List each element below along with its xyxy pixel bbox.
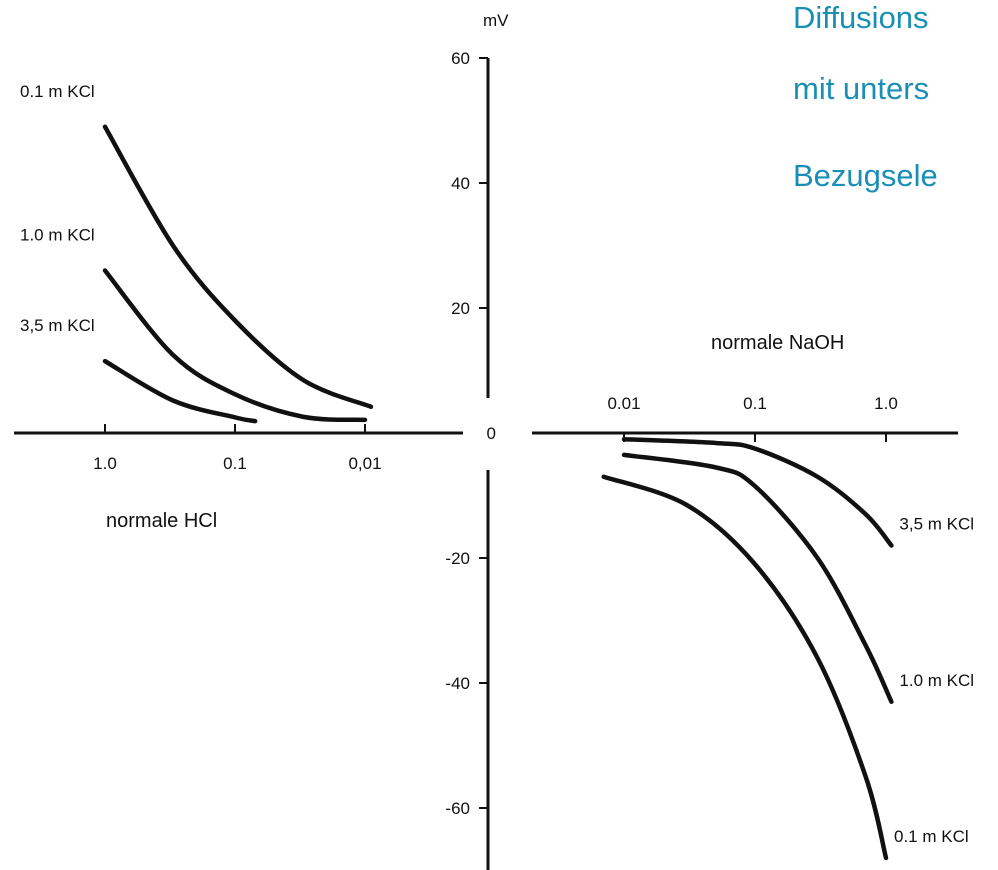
hcl-series-label: 1.0 m KCl	[20, 226, 95, 245]
naoh-series-3-5-m-kcl	[621, 437, 894, 548]
axes-group	[14, 57, 958, 870]
hcl-series-0-1-m-kcl	[102, 124, 374, 409]
naoh-x-axis-label: normale NaOH	[711, 332, 844, 354]
naoh-series-label: 3,5 m KCl	[899, 515, 974, 534]
naoh-series-label: 1.0 m KCl	[899, 671, 974, 690]
y-tick-label: -20	[445, 549, 470, 568]
hcl-x-axis-label: normale HCl	[106, 510, 217, 532]
naoh-series-0-1-m-kcl	[601, 474, 889, 861]
naoh-x-tick-label: 1.0	[874, 394, 898, 413]
title-line-1: Diffusions	[793, 0, 929, 35]
hcl-series-1-0-m-kcl	[102, 268, 368, 423]
y-tick-label: -60	[445, 799, 470, 818]
hcl-x-tick-label: 1.0	[93, 454, 117, 473]
labels-group: mV 60 40 20 0 -20 -40 -60 1.0 0.1 0,01 normale HCl 0…	[20, 11, 974, 846]
hcl-x-tick-label: 0.1	[223, 454, 247, 473]
y-tick-label: 40	[451, 174, 470, 193]
naoh-x-tick-label: 0.01	[607, 394, 640, 413]
y-tick-label: 0	[487, 424, 496, 443]
hcl-x-tick-label: 0,01	[348, 454, 381, 473]
hcl-series-label: 0.1 m KCl	[20, 82, 95, 101]
series-group	[102, 124, 894, 861]
title-line-2: mit unters	[793, 71, 930, 106]
y-unit-label: mV	[483, 11, 509, 30]
hcl-series-3-5-m-kcl	[102, 358, 258, 424]
title-line-3: Bezugsele	[793, 158, 938, 193]
naoh-series-label: 0.1 m KCl	[894, 827, 969, 846]
naoh-x-tick-label: 0.1	[743, 394, 767, 413]
hcl-series-label: 3,5 m KCl	[20, 316, 95, 335]
y-tick-label: 60	[451, 49, 470, 68]
y-tick-label: 20	[451, 299, 470, 318]
naoh-series-1-0-m-kcl	[621, 452, 894, 704]
y-tick-label: -40	[445, 674, 470, 693]
